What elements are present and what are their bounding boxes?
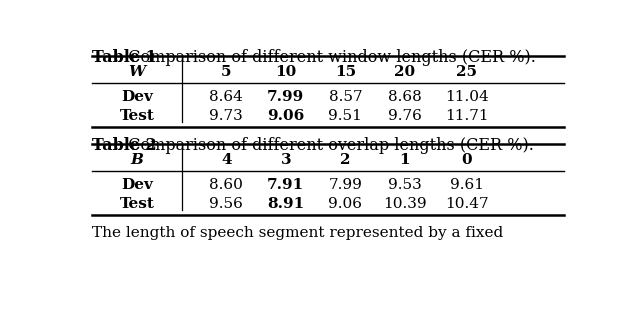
Text: 8.64: 8.64 (209, 90, 243, 104)
Text: . Comparison of different window lengths (CER %).: . Comparison of different window lengths… (118, 49, 536, 66)
Text: 0: 0 (461, 153, 472, 167)
Text: 8.60: 8.60 (209, 178, 243, 192)
Text: 10: 10 (275, 65, 296, 79)
Text: 4: 4 (221, 153, 232, 167)
Text: 9.51: 9.51 (328, 109, 362, 123)
Text: Table 1: Table 1 (92, 49, 157, 66)
Text: 10.39: 10.39 (383, 197, 427, 211)
Text: Test: Test (120, 197, 154, 211)
Text: 1: 1 (399, 153, 410, 167)
Text: 7.99: 7.99 (328, 178, 362, 192)
Text: W: W (129, 65, 146, 79)
Text: 3: 3 (280, 153, 291, 167)
Text: 9.61: 9.61 (450, 178, 484, 192)
Text: B: B (131, 153, 143, 167)
Text: The length of speech segment represented by a fixed: The length of speech segment represented… (92, 226, 504, 240)
Text: 9.06: 9.06 (268, 109, 305, 123)
Text: 9.76: 9.76 (388, 109, 422, 123)
Text: 7.99: 7.99 (268, 90, 305, 104)
Text: 5: 5 (221, 65, 232, 79)
Text: 11.04: 11.04 (445, 90, 489, 104)
Text: 9.73: 9.73 (209, 109, 243, 123)
Text: Test: Test (120, 109, 154, 123)
Text: 8.57: 8.57 (328, 90, 362, 104)
Text: Dev: Dev (121, 90, 153, 104)
Text: Table 2: Table 2 (92, 137, 157, 154)
Text: 20: 20 (394, 65, 415, 79)
Text: Dev: Dev (121, 178, 153, 192)
Text: 9.56: 9.56 (209, 197, 243, 211)
Text: 11.71: 11.71 (445, 109, 489, 123)
Text: 8.91: 8.91 (268, 197, 305, 211)
Text: 8.68: 8.68 (388, 90, 422, 104)
Text: 15: 15 (335, 65, 356, 79)
Text: 7.91: 7.91 (268, 178, 305, 192)
Text: 25: 25 (456, 65, 477, 79)
Text: 2: 2 (340, 153, 351, 167)
Text: 9.53: 9.53 (388, 178, 422, 192)
Text: 9.06: 9.06 (328, 197, 362, 211)
Text: . Comparison of different overlap lengths (CER %).: . Comparison of different overlap length… (118, 137, 534, 154)
Text: 10.47: 10.47 (445, 197, 489, 211)
